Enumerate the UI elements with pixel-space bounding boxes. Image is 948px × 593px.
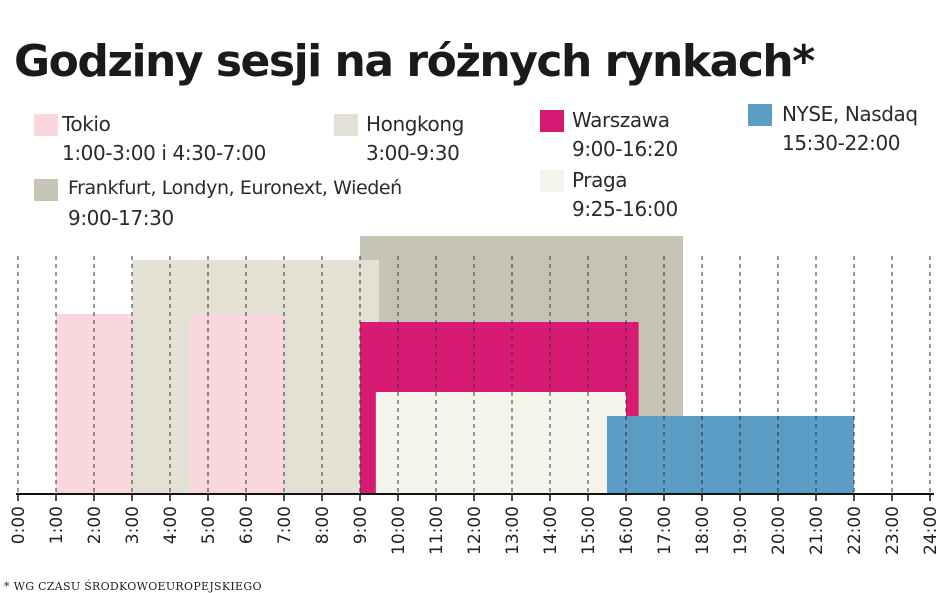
x-tick-label: 4:00 <box>161 506 181 544</box>
x-tick-label: 6:00 <box>237 506 257 544</box>
x-tick-label: 8:00 <box>313 506 333 544</box>
legend-hours-hongkong: 3:00-9:30 <box>366 141 460 165</box>
x-tick-label: 0:00 <box>9 506 29 544</box>
x-tick-label: 5:00 <box>199 506 219 544</box>
x-tick-label: 10:00 <box>389 506 409 555</box>
bar-praga-1 <box>375 392 626 494</box>
footnote: * WG CZASU ŚRODKOWOEUROPEJSKIEGO <box>4 580 262 593</box>
session-hours-chart: 0:00 1:00 2:00 3:00 4:00 5:00 6:00 7:00 8:00 9:00… <box>9 236 941 555</box>
legend-hours-nyse-nasdaq: 15:30-22:00 <box>782 131 901 155</box>
x-tick-label: 23:00 <box>883 506 903 555</box>
x-tick-label: 15:00 <box>579 506 599 555</box>
legend-hours-frankfurt: 9:00-17:30 <box>68 206 174 230</box>
x-tick-label: 18:00 <box>693 506 713 555</box>
bar-tokio-2 <box>189 314 284 494</box>
x-tick-label: 2:00 <box>85 506 105 544</box>
bar-nyse-nasdaq-1 <box>607 416 854 494</box>
x-tick-label: 13:00 <box>503 506 523 555</box>
x-tick-label: 17:00 <box>655 506 675 555</box>
x-tick-label: 7:00 <box>275 506 295 544</box>
x-tick-label: 3:00 <box>123 506 143 544</box>
x-tick-label: 11:00 <box>427 506 447 555</box>
legend-label-warszawa: Warszawa <box>572 108 670 132</box>
x-tick-label: 20:00 <box>769 506 789 555</box>
x-tick-label: 24:00 <box>921 506 941 555</box>
legend-label-tokio: Tokio <box>62 112 111 136</box>
legend-label-frankfurt: Frankfurt, Londyn, Euronext, Wiedeń <box>68 177 402 199</box>
legend-hours-praga: 9:25-16:00 <box>572 197 678 221</box>
legend-label-hongkong: Hongkong <box>366 112 464 136</box>
x-tick-label: 12:00 <box>465 506 485 555</box>
legend-swatch-frankfurt <box>34 179 58 201</box>
x-tick-label: 16:00 <box>617 506 637 555</box>
legend-hours-warszawa: 9:00-16:20 <box>572 137 678 161</box>
legend-swatch-hongkong <box>334 114 358 136</box>
legend-swatch-praga <box>540 170 564 192</box>
x-tick-label: 21:00 <box>807 506 827 555</box>
legend-label-praga: Praga <box>572 168 628 192</box>
x-tick-label: 22:00 <box>845 506 865 555</box>
legend-swatch-tokio <box>34 114 58 136</box>
legend-swatch-warszawa <box>540 110 564 132</box>
legend-hours-tokio: 1:00-3:00 i 4:30-7:00 <box>62 141 266 165</box>
x-tick-label: 14:00 <box>541 506 561 555</box>
legend-label-nyse-nasdaq: NYSE, Nasdaq <box>782 102 918 126</box>
x-tick-label: 1:00 <box>47 506 67 544</box>
legend-swatch-nyse-nasdaq <box>748 104 772 126</box>
x-tick-label: 9:00 <box>351 506 371 544</box>
x-tick-label: 19:00 <box>731 506 751 555</box>
chart-title: Godziny sesji na różnych rynkach* <box>14 36 815 87</box>
